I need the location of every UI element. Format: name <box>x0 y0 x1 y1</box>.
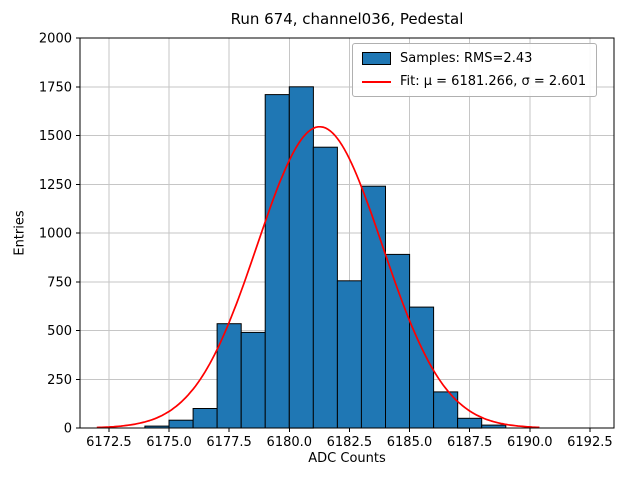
histogram-bar <box>288 86 314 429</box>
y-tick-label: 2000 <box>39 32 72 47</box>
histogram-bar <box>264 94 290 429</box>
y-tick-label: 1750 <box>39 80 72 95</box>
legend-fit-label: Fit: μ = 6181.266, σ = 2.601 <box>400 74 587 89</box>
x-tick-label: 6192.5 <box>567 435 613 450</box>
histogram-bar <box>312 146 338 429</box>
x-tick-label: 6180.0 <box>267 435 313 450</box>
histogram-bar <box>216 323 242 429</box>
x-tick-label: 6190.0 <box>507 435 553 450</box>
histogram-bar <box>168 419 194 429</box>
y-axis-label: Entries <box>12 210 28 256</box>
samples-swatch <box>362 52 391 65</box>
chart-title: Run 674, channel036, Pedestal <box>230 10 464 28</box>
histogram-bar <box>409 306 435 429</box>
histogram-bar <box>457 417 483 429</box>
x-tick-label: 6182.5 <box>327 435 373 450</box>
legend-entry-fit: Fit: μ = 6181.266, σ = 2.601 <box>362 74 586 89</box>
fit-line-swatch <box>362 80 391 83</box>
x-axis-label: ADC Counts <box>308 451 386 466</box>
legend: Samples: RMS=2.43 Fit: μ = 6181.266, σ =… <box>352 43 598 97</box>
legend-samples-label: Samples: RMS=2.43 <box>400 51 533 66</box>
y-tick-label: 750 <box>47 275 72 290</box>
y-tick-label: 1250 <box>39 178 72 193</box>
y-tick-label: 1000 <box>39 227 72 242</box>
y-tick-label: 0 <box>64 422 72 437</box>
x-tick-label: 6175.0 <box>146 435 192 450</box>
histogram-bar <box>240 331 266 429</box>
histogram-bar <box>385 253 411 429</box>
y-tick-label: 250 <box>47 373 72 388</box>
y-tick-label: 500 <box>47 324 72 339</box>
histogram-bar <box>360 185 386 429</box>
x-tick-label: 6185.0 <box>387 435 433 450</box>
x-tick-label: 6172.5 <box>86 435 132 450</box>
x-tick-label: 6177.5 <box>206 435 252 450</box>
y-tick-label: 1500 <box>39 129 72 144</box>
fit-line <box>96 125 540 429</box>
x-tick-label: 6187.5 <box>447 435 493 450</box>
legend-entry-samples: Samples: RMS=2.43 <box>362 51 586 66</box>
histogram-bar <box>336 280 362 429</box>
histogram-bar <box>192 408 218 429</box>
